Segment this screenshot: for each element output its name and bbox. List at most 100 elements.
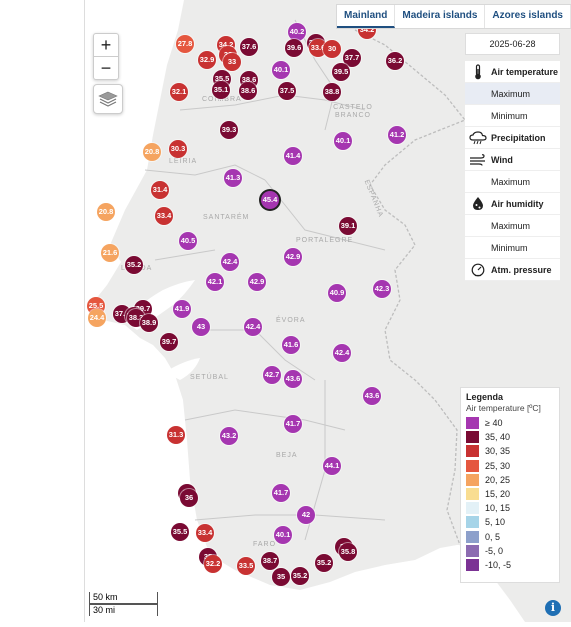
station-marker[interactable]: 24.4 xyxy=(88,309,106,327)
station-marker[interactable]: 43.6 xyxy=(284,370,302,388)
station-marker[interactable]: 44.1 xyxy=(323,457,341,475)
station-marker[interactable]: 43.2 xyxy=(220,427,238,445)
sado-estuary xyxy=(165,358,200,380)
station-marker[interactable]: 41.2 xyxy=(388,126,406,144)
variable-label: Precipitation xyxy=(491,132,546,143)
station-marker[interactable]: 37.7 xyxy=(343,49,361,67)
station-marker[interactable]: 41.6 xyxy=(282,336,300,354)
station-marker[interactable]: 42.3 xyxy=(373,280,391,298)
variable-label: Maximum xyxy=(491,220,531,231)
station-marker[interactable]: 35.5 xyxy=(171,523,189,541)
station-marker[interactable]: 39.7 xyxy=(160,333,178,351)
station-marker[interactable]: 41.3 xyxy=(224,169,242,187)
legend-items: ≥ 40 35, 40 30, 35 25, 30 20, 25 15, 20 10, 15… xyxy=(466,416,554,572)
station-marker[interactable]: 42.9 xyxy=(248,273,266,291)
variable-precipitation[interactable]: Precipitation xyxy=(465,127,560,149)
station-marker[interactable]: 36.2 xyxy=(386,52,404,70)
station-marker[interactable]: 31.4 xyxy=(151,181,169,199)
variable-air-temperature[interactable]: Air temperature xyxy=(465,61,560,83)
station-marker[interactable]: 40.1 xyxy=(274,526,292,544)
station-marker[interactable]: 43 xyxy=(192,318,210,336)
variable-atm-pressure[interactable]: Atm. pressure xyxy=(465,259,560,281)
station-marker[interactable]: 33.4 xyxy=(155,207,173,225)
station-marker[interactable]: 30.3 xyxy=(169,140,187,158)
station-marker[interactable]: 32.1 xyxy=(170,83,188,101)
station-marker[interactable]: 38.9 xyxy=(140,314,158,332)
station-marker[interactable]: 42.1 xyxy=(206,273,224,291)
station-marker[interactable]: 33.5 xyxy=(237,557,255,575)
legend-item: -10, -5 xyxy=(466,558,554,572)
station-marker[interactable]: 35.2 xyxy=(315,554,333,572)
station-marker[interactable]: 41.7 xyxy=(272,484,290,502)
tab-madeira-islands[interactable]: Madeira islands xyxy=(395,5,486,28)
station-marker[interactable]: 36 xyxy=(180,489,198,507)
station-marker[interactable]: 20.8 xyxy=(97,203,115,221)
station-marker[interactable]: 42.9 xyxy=(284,248,302,266)
station-marker[interactable]: 45.4 xyxy=(261,191,279,209)
place-label-setubal: SETÚBAL xyxy=(190,374,229,381)
variable-panel: 2025-06-28 Air temperature Maximum Minimum… xyxy=(465,33,560,281)
station-marker[interactable]: 31.3 xyxy=(167,426,185,444)
option-maximum[interactable]: Maximum xyxy=(465,83,560,105)
station-marker[interactable]: 40.1 xyxy=(272,61,290,79)
station-marker[interactable]: 38.7 xyxy=(261,552,279,570)
station-marker[interactable]: 35.2 xyxy=(125,256,143,274)
layers-button[interactable] xyxy=(93,84,123,114)
station-marker[interactable]: 37.6 xyxy=(240,38,258,56)
station-marker[interactable]: 35.8 xyxy=(339,543,357,561)
station-marker[interactable]: 30 xyxy=(323,40,341,58)
station-marker[interactable]: 40.9 xyxy=(328,284,346,302)
station-marker[interactable]: 33.4 xyxy=(196,524,214,542)
place-label-santarem: SANTARÉM xyxy=(203,214,250,221)
legend-label: 20, 25 xyxy=(485,474,511,485)
station-marker[interactable]: 43.6 xyxy=(363,387,381,405)
legend-item: ≥ 40 xyxy=(466,416,554,430)
info-button[interactable]: i xyxy=(545,600,561,616)
station-marker[interactable]: 38.6 xyxy=(239,82,257,100)
tab-mainland[interactable]: Mainland xyxy=(337,5,396,28)
variable-wind[interactable]: Wind xyxy=(465,149,560,171)
station-marker[interactable]: 41.9 xyxy=(173,300,191,318)
wind-icon xyxy=(469,153,487,166)
station-marker[interactable]: 35.1 xyxy=(212,81,230,99)
station-marker[interactable]: 32.2 xyxy=(204,555,222,573)
station-marker[interactable]: 27.8 xyxy=(176,35,194,53)
station-marker[interactable]: 21.6 xyxy=(101,244,119,262)
legend-subtitle: Air temperature [ºC] xyxy=(466,403,541,413)
station-marker[interactable]: 39.1 xyxy=(339,217,357,235)
station-marker[interactable]: 40.1 xyxy=(334,132,352,150)
variable-label: Air humidity xyxy=(491,198,544,209)
legend: Legenda Air temperature [ºC] ≥ 40 35, 40 3… xyxy=(460,387,560,583)
station-marker[interactable]: 35.2 xyxy=(291,567,309,585)
station-marker[interactable]: 39.3 xyxy=(220,121,238,139)
date-selector[interactable]: 2025-06-28 xyxy=(465,33,560,55)
tab-azores-islands[interactable]: Azores islands xyxy=(485,5,571,28)
station-marker[interactable]: 37.5 xyxy=(278,82,296,100)
station-marker[interactable]: 42.4 xyxy=(333,344,351,362)
option-minimum[interactable]: Minimum xyxy=(465,237,560,259)
zoom-out-button[interactable]: − xyxy=(94,56,118,79)
station-marker[interactable]: 42 xyxy=(297,506,315,524)
station-marker[interactable]: 20.8 xyxy=(143,143,161,161)
station-marker[interactable]: 33.6 xyxy=(309,39,327,57)
option-minimum[interactable]: Minimum xyxy=(465,105,560,127)
legend-item: 15, 20 xyxy=(466,487,554,501)
station-marker[interactable]: 33 xyxy=(223,53,241,71)
zoom-in-button[interactable]: + xyxy=(100,35,112,55)
station-marker[interactable]: 41.7 xyxy=(284,415,302,433)
station-marker[interactable]: 42.4 xyxy=(244,318,262,336)
station-marker[interactable]: 40.5 xyxy=(179,232,197,250)
station-marker[interactable]: 39.5 xyxy=(332,63,350,81)
station-marker[interactable]: 38.8 xyxy=(323,83,341,101)
station-marker[interactable]: 40.2 xyxy=(288,23,306,41)
station-marker[interactable]: 35 xyxy=(272,568,290,586)
station-marker[interactable]: 39.6 xyxy=(285,39,303,57)
option-maximum[interactable]: Maximum xyxy=(465,215,560,237)
station-marker[interactable]: 32.9 xyxy=(198,51,216,69)
station-marker[interactable]: 42.7 xyxy=(263,366,281,384)
variable-air-humidity[interactable]: Air humidity xyxy=(465,193,560,215)
station-marker[interactable]: 42.4 xyxy=(221,253,239,271)
legend-item: 35, 40 xyxy=(466,430,554,444)
option-maximum[interactable]: Maximum xyxy=(465,171,560,193)
station-marker[interactable]: 41.4 xyxy=(284,147,302,165)
